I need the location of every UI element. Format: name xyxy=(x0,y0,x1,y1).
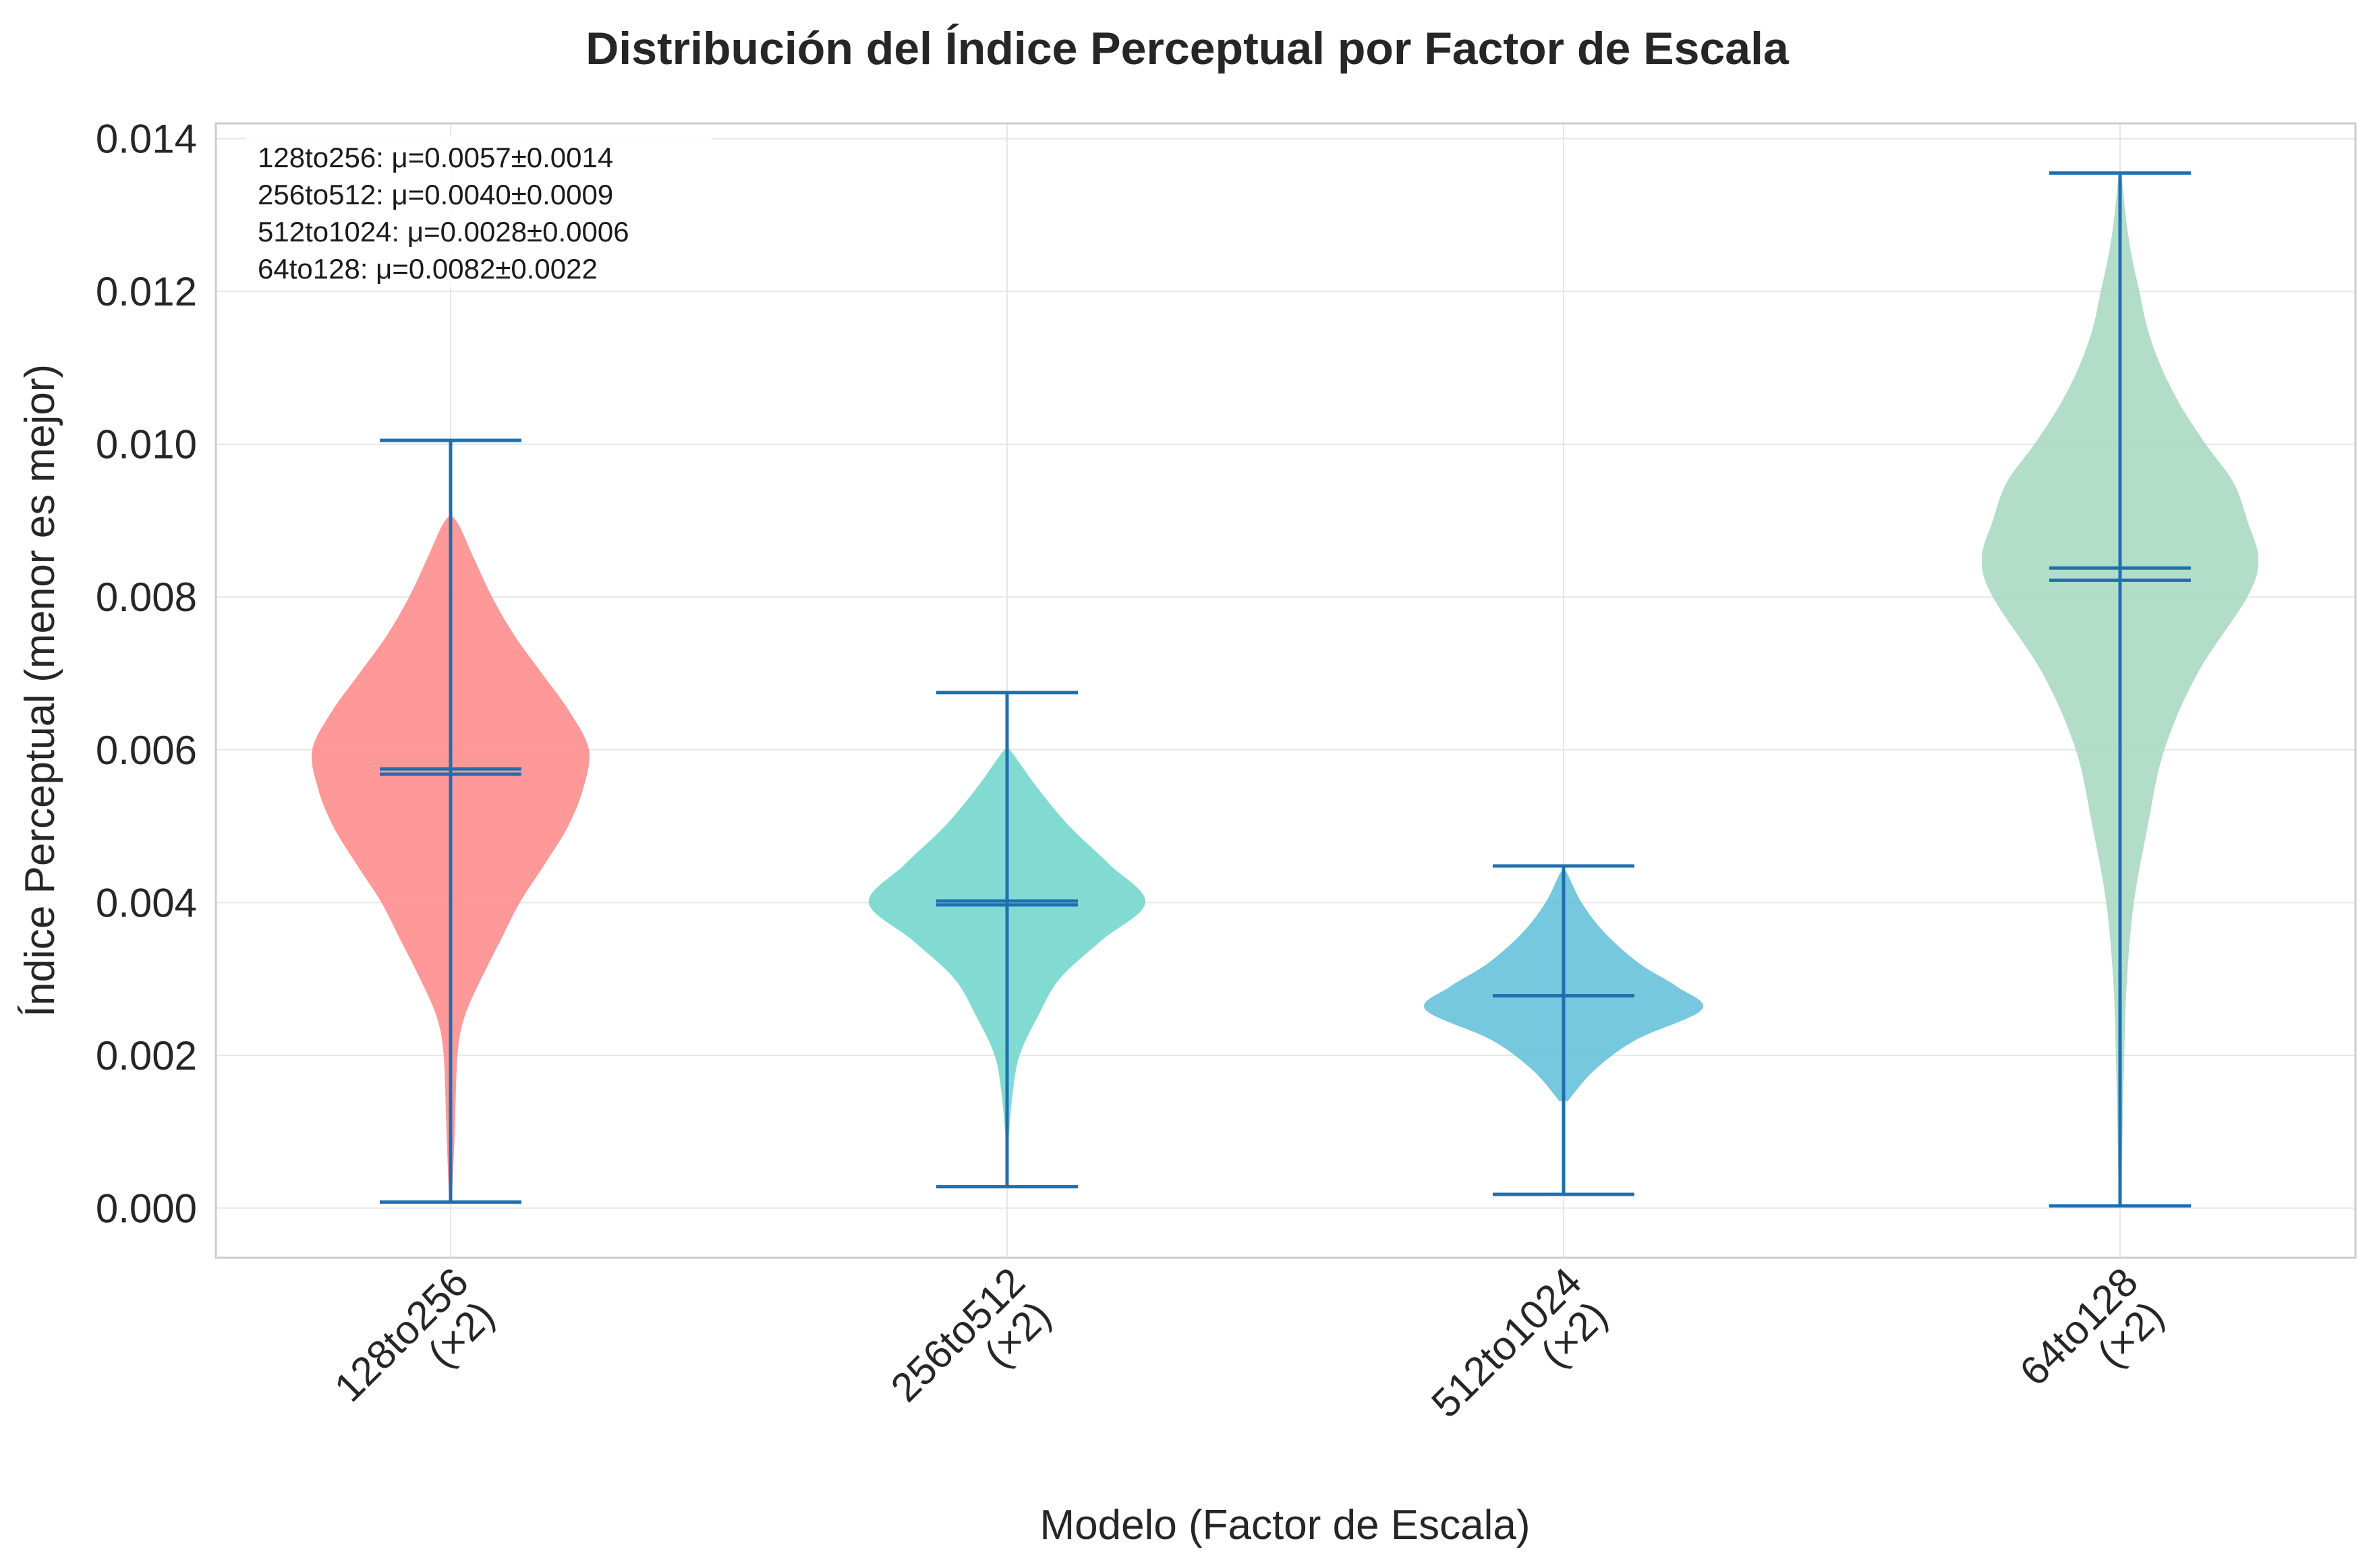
stats-box: 128to256: μ=0.0057±0.0014 256to512: μ=0.… xyxy=(246,135,712,287)
x-tick-label: 128to256(×2) xyxy=(326,1259,503,1410)
x-axis-label: Modelo (Factor de Escala) xyxy=(1039,1502,1530,1548)
x-tick-labels: 128to256(×2) 256to512(×2) 512to1024(×2) 64t… xyxy=(326,1259,2173,1426)
chart-title: Distribución del Índice Perceptual por F… xyxy=(585,23,1790,74)
stats-box-background xyxy=(246,135,712,287)
y-tick-label: 0.010 xyxy=(96,422,197,467)
y-tick-label: 0.000 xyxy=(96,1186,197,1231)
y-tick-label: 0.014 xyxy=(96,117,197,162)
stats-line-1: 128to256: μ=0.0057±0.0014 xyxy=(258,142,613,173)
y-tick-label: 0.006 xyxy=(96,728,197,773)
violin-stat-bars xyxy=(1493,864,1634,1196)
violin-stat-bars xyxy=(2049,171,2191,1208)
y-tick-labels: 0.000 0.002 0.004 0.006 0.008 0.010 0.012 0.014 xyxy=(96,117,197,1231)
stat-bar-layer xyxy=(380,171,2191,1208)
violin-stat-bars xyxy=(936,691,1078,1189)
stats-line-4: 64to128: μ=0.0082±0.0022 xyxy=(258,253,598,285)
stats-line-3: 512to1024: μ=0.0028±0.0006 xyxy=(258,216,629,248)
violin-stat-bars xyxy=(380,438,521,1204)
plot-frame xyxy=(215,122,2357,1259)
y-tick-label: 0.008 xyxy=(96,575,197,620)
violin-layer xyxy=(312,172,2258,1201)
x-tick-label: 64to128(×2) xyxy=(2011,1259,2172,1395)
x-tick-label: 256to512(×2) xyxy=(882,1259,1060,1410)
stats-line-2: 256to512: μ=0.0040±0.0009 xyxy=(258,179,613,210)
y-tick-label: 0.012 xyxy=(96,269,197,314)
y-tick-label: 0.004 xyxy=(96,880,197,925)
x-tick-label: 512to1024(×2) xyxy=(1423,1259,1616,1426)
y-axis-label: Índice Perceptual (menor es mejor) xyxy=(17,364,63,1017)
y-tick-label: 0.002 xyxy=(96,1033,197,1078)
